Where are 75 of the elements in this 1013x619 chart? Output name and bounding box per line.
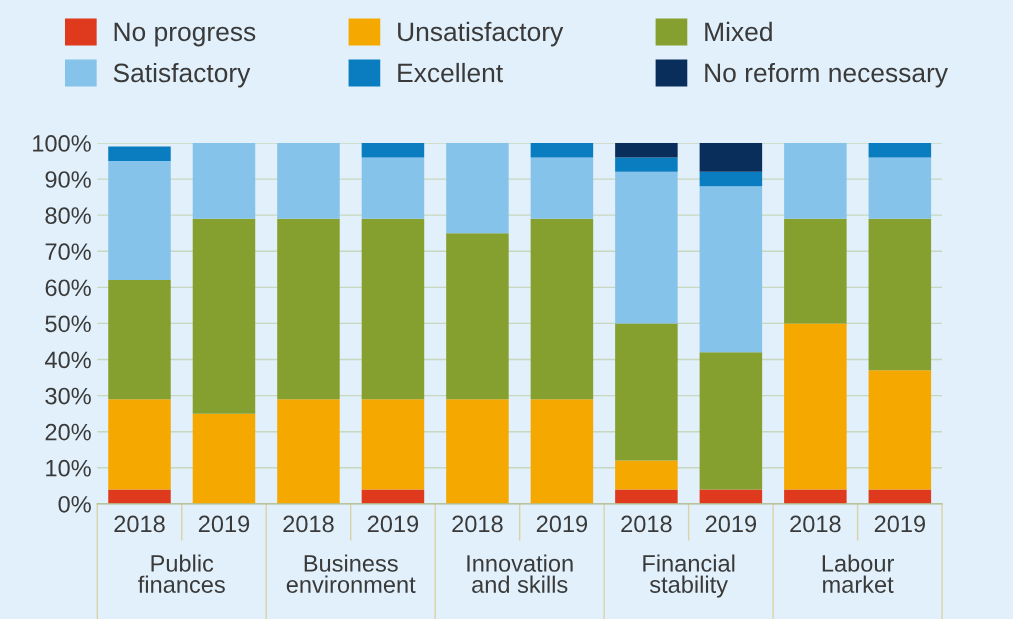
bar	[784, 218, 847, 324]
bar	[699, 489, 763, 504]
bar	[784, 489, 847, 504]
bar	[108, 280, 171, 400]
bar	[615, 157, 678, 172]
bar	[699, 142, 763, 172]
bar	[361, 218, 425, 400]
bar	[615, 142, 678, 158]
bar	[868, 157, 932, 219]
x-tick-label: 2018	[114, 515, 165, 533]
bar	[868, 218, 932, 371]
legend-label: Unsatisfactory	[398, 21, 564, 47]
bar	[615, 460, 678, 490]
bar	[784, 323, 847, 490]
y-tick-label: 100%	[33, 135, 91, 152]
x-tick-label: 2019	[367, 515, 419, 533]
bar	[615, 323, 678, 461]
bar	[361, 142, 425, 158]
x-tick-label: 2019	[198, 515, 250, 533]
text: Labour market	[822, 554, 894, 593]
bar	[446, 142, 509, 234]
legend-label: Satisfactory	[113, 62, 251, 88]
bar	[277, 399, 340, 504]
bar	[192, 413, 256, 504]
y-tick-label: 30%	[45, 387, 91, 405]
bar	[868, 370, 932, 490]
legend-label: No reform necessary	[705, 62, 948, 88]
bar	[615, 171, 678, 324]
bar	[530, 157, 594, 219]
text: Financial stability	[643, 554, 735, 598]
text: Public finances	[138, 554, 225, 593]
bar	[108, 399, 171, 490]
y-tick-label: 80%	[45, 207, 91, 224]
bar	[699, 352, 763, 490]
bar	[108, 161, 171, 281]
y-tick-label: 20%	[45, 423, 91, 441]
bar	[108, 146, 171, 162]
y-tick-label: 70%	[45, 243, 91, 261]
x-tick-label: 2019	[536, 515, 588, 533]
bar	[530, 399, 594, 504]
bar	[699, 171, 763, 187]
bar	[530, 218, 594, 400]
bar	[192, 218, 256, 414]
x-tick-label: 2018	[621, 515, 672, 533]
legend-label: Excellent	[398, 62, 503, 83]
y-tick-label: 40%	[44, 351, 91, 369]
y-tick-label: 90%	[45, 171, 91, 188]
legend-label: Mixed	[705, 21, 772, 42]
bar	[277, 142, 340, 219]
x-tick-label: 2019	[874, 515, 925, 533]
bar	[868, 489, 932, 504]
bar	[361, 399, 425, 490]
bar	[530, 142, 594, 158]
x-tick-label: 2018	[452, 515, 503, 533]
bar	[868, 142, 932, 158]
bar	[192, 142, 256, 219]
bar	[277, 218, 340, 400]
bar	[446, 399, 509, 504]
bar	[615, 489, 678, 504]
bar	[361, 157, 425, 219]
bar	[361, 489, 425, 504]
x-tick-label: 2018	[283, 515, 334, 533]
text: Business environment	[286, 554, 416, 593]
y-tick-label: 10%	[46, 459, 91, 477]
y-tick-label: 0%	[58, 495, 91, 513]
bar	[108, 489, 171, 504]
y-tick-label: 60%	[45, 279, 91, 297]
bar	[699, 186, 763, 353]
text: Innovation and skills	[467, 554, 573, 593]
bar	[784, 142, 847, 219]
legend-label: No progress	[114, 22, 256, 47]
x-tick-label: 2018	[790, 515, 841, 533]
y-tick-label: 50%	[45, 315, 91, 333]
x-tick-label: 2019	[705, 515, 757, 533]
bar	[446, 233, 509, 400]
